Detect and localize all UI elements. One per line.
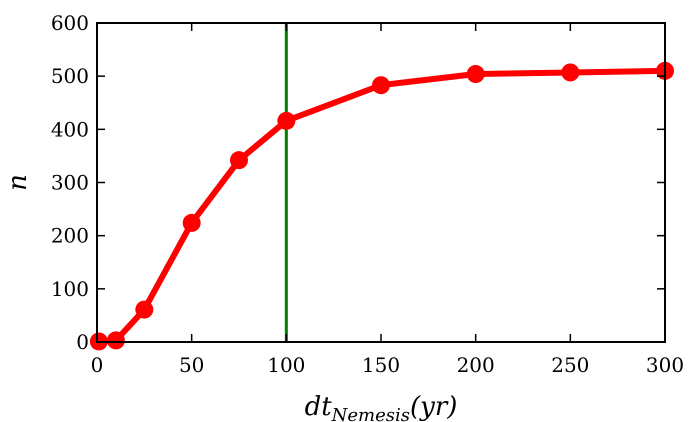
y-tick-label: 0 — [76, 330, 89, 354]
y-tick-label: 600 — [51, 11, 89, 35]
axis-ticks — [96, 22, 666, 343]
y-tick-label: 200 — [51, 224, 89, 248]
data-point — [561, 63, 580, 82]
x-axis-label-subscript: Nemesis — [331, 405, 410, 422]
x-tick-label: 300 — [646, 353, 684, 377]
data-point — [466, 65, 485, 84]
y-axis-label: n — [3, 174, 33, 191]
data-point — [135, 300, 154, 319]
data-point — [230, 151, 248, 170]
x-tick-label: 250 — [551, 353, 589, 377]
data-point — [372, 76, 390, 95]
x-tick-label: 100 — [267, 353, 305, 377]
y-tick-label: 300 — [51, 171, 89, 195]
tick-labels: 0 50 100 150 200 250 300 0 100 200 300 400 500 600 — [51, 11, 684, 377]
data-point — [106, 331, 125, 350]
plot-area — [89, 22, 674, 351]
x-tick-label: 50 — [179, 353, 204, 377]
x-axis-label-suffix: (yr) — [410, 392, 457, 422]
y-tick-label: 100 — [51, 277, 89, 301]
data-point — [277, 111, 296, 130]
series-line-0 — [95, 67, 668, 345]
x-tick-label: 150 — [362, 353, 400, 377]
x-axis-label-base: dt — [305, 392, 333, 422]
x-tick-label: 0 — [91, 353, 104, 377]
data-point — [182, 213, 201, 232]
x-tick-label: 200 — [457, 353, 495, 377]
y-tick-label: 500 — [51, 64, 89, 88]
y-tick-label: 400 — [51, 117, 89, 141]
x-axis-label: dtNemesis(yr) — [305, 392, 458, 422]
